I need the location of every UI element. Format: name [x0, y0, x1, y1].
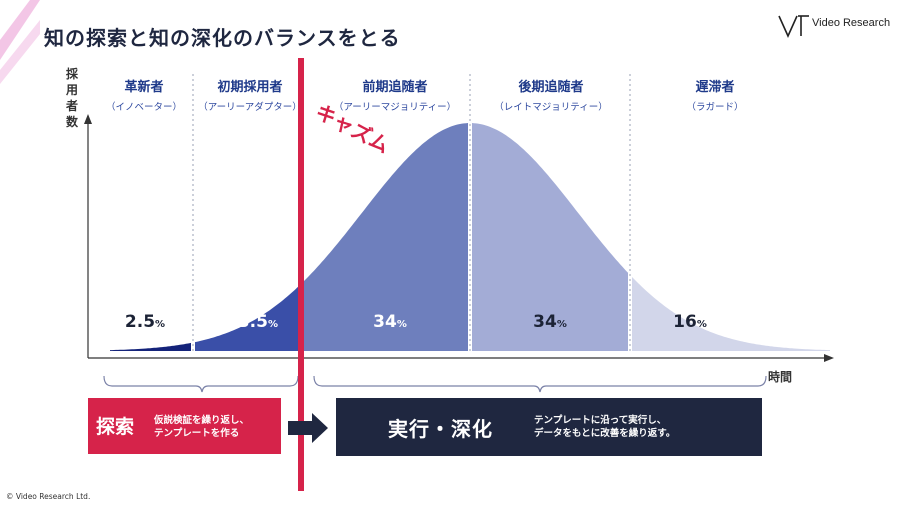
explore-brace — [103, 375, 299, 393]
percent-innovators: 2.5% — [85, 312, 205, 332]
category-sub: （アーリーアダプター） — [198, 102, 302, 113]
category-name: 後期追随者 — [518, 80, 584, 95]
percent-value: 34 — [533, 312, 557, 332]
category-name: 初期採用者 — [217, 80, 283, 95]
percent-late-majority: 34% — [490, 312, 610, 332]
brand-logo-icon — [778, 15, 809, 38]
curve-segment — [195, 284, 300, 351]
execute-description: テンプレートに沿って実行し、 データをもとに改善を繰り返す。 — [534, 414, 675, 440]
category-early-adopters: 初期採用者 （アーリーアダプター） — [185, 76, 315, 113]
category-innovators: 革新者 （イノベーター） — [79, 76, 209, 113]
percent-unit: % — [267, 319, 278, 330]
percent-unit: % — [696, 319, 707, 330]
category-sub: （ラガード） — [686, 102, 744, 113]
page-title: 知の探索と知の深化のバランスをとる — [44, 26, 401, 50]
chasm-line — [298, 58, 304, 491]
category-sub: （イノベーター） — [105, 102, 182, 113]
category-name: 遅滞者 — [695, 80, 735, 95]
x-axis-arrow-icon — [824, 354, 834, 362]
execute-desc-line: テンプレートに沿って実行し、 — [534, 415, 667, 426]
category-name: 前期追随者 — [362, 80, 428, 95]
percent-unit: % — [155, 319, 166, 330]
category-name: 革新者 — [124, 80, 164, 95]
percent-value: 13.5 — [226, 312, 268, 332]
percent-early-majority: 34% — [330, 312, 450, 332]
category-sub: （レイトマジョリティー） — [494, 102, 608, 113]
percent-unit: % — [396, 319, 407, 330]
percent-value: 16 — [673, 312, 697, 332]
x-axis-label: 時間 — [768, 370, 793, 384]
percent-laggards: 16% — [630, 312, 750, 332]
y-axis-label: 採用者数 — [66, 67, 79, 129]
execute-box: 実行・深化 テンプレートに沿って実行し、 データをもとに改善を繰り返す。 — [336, 398, 762, 456]
curve-segment — [632, 277, 830, 351]
category-sub: （アーリーマジョリティー） — [333, 102, 457, 113]
arrow-right-icon — [288, 413, 328, 443]
curve-segment — [472, 123, 628, 351]
category-early-majority: 前期追随者 （アーリーマジョリティー） — [320, 76, 470, 113]
category-late-majority: 後期追随者 （レイトマジョリティー） — [476, 76, 626, 113]
brand-name: Video Research — [812, 17, 891, 29]
percent-value: 2.5 — [124, 312, 156, 332]
category-laggards: 遅滞者 （ラガード） — [650, 76, 780, 113]
explore-desc-line: テンプレートを作る — [154, 428, 240, 439]
y-axis-arrow-icon — [84, 114, 92, 124]
curve-segment — [304, 123, 468, 351]
explore-label: 探索 — [96, 416, 135, 438]
execute-brace — [313, 375, 767, 393]
explore-box: 探索 仮説検証を繰り返し、 テンプレートを作る — [88, 398, 281, 454]
explore-description: 仮説検証を繰り返し、 テンプレートを作る — [154, 414, 249, 440]
corner-decoration — [0, 0, 40, 84]
curve-segment — [110, 342, 191, 351]
explore-desc-line: 仮説検証を繰り返し、 — [154, 415, 250, 426]
percent-early-adopters: 13.5% — [192, 312, 312, 332]
percent-value: 34 — [373, 312, 397, 332]
execute-desc-line: データをもとに改善を繰り返す。 — [534, 428, 676, 439]
execute-label: 実行・深化 — [388, 417, 493, 441]
copyright: © Video Research Ltd. — [6, 492, 91, 501]
percent-unit: % — [556, 319, 567, 330]
